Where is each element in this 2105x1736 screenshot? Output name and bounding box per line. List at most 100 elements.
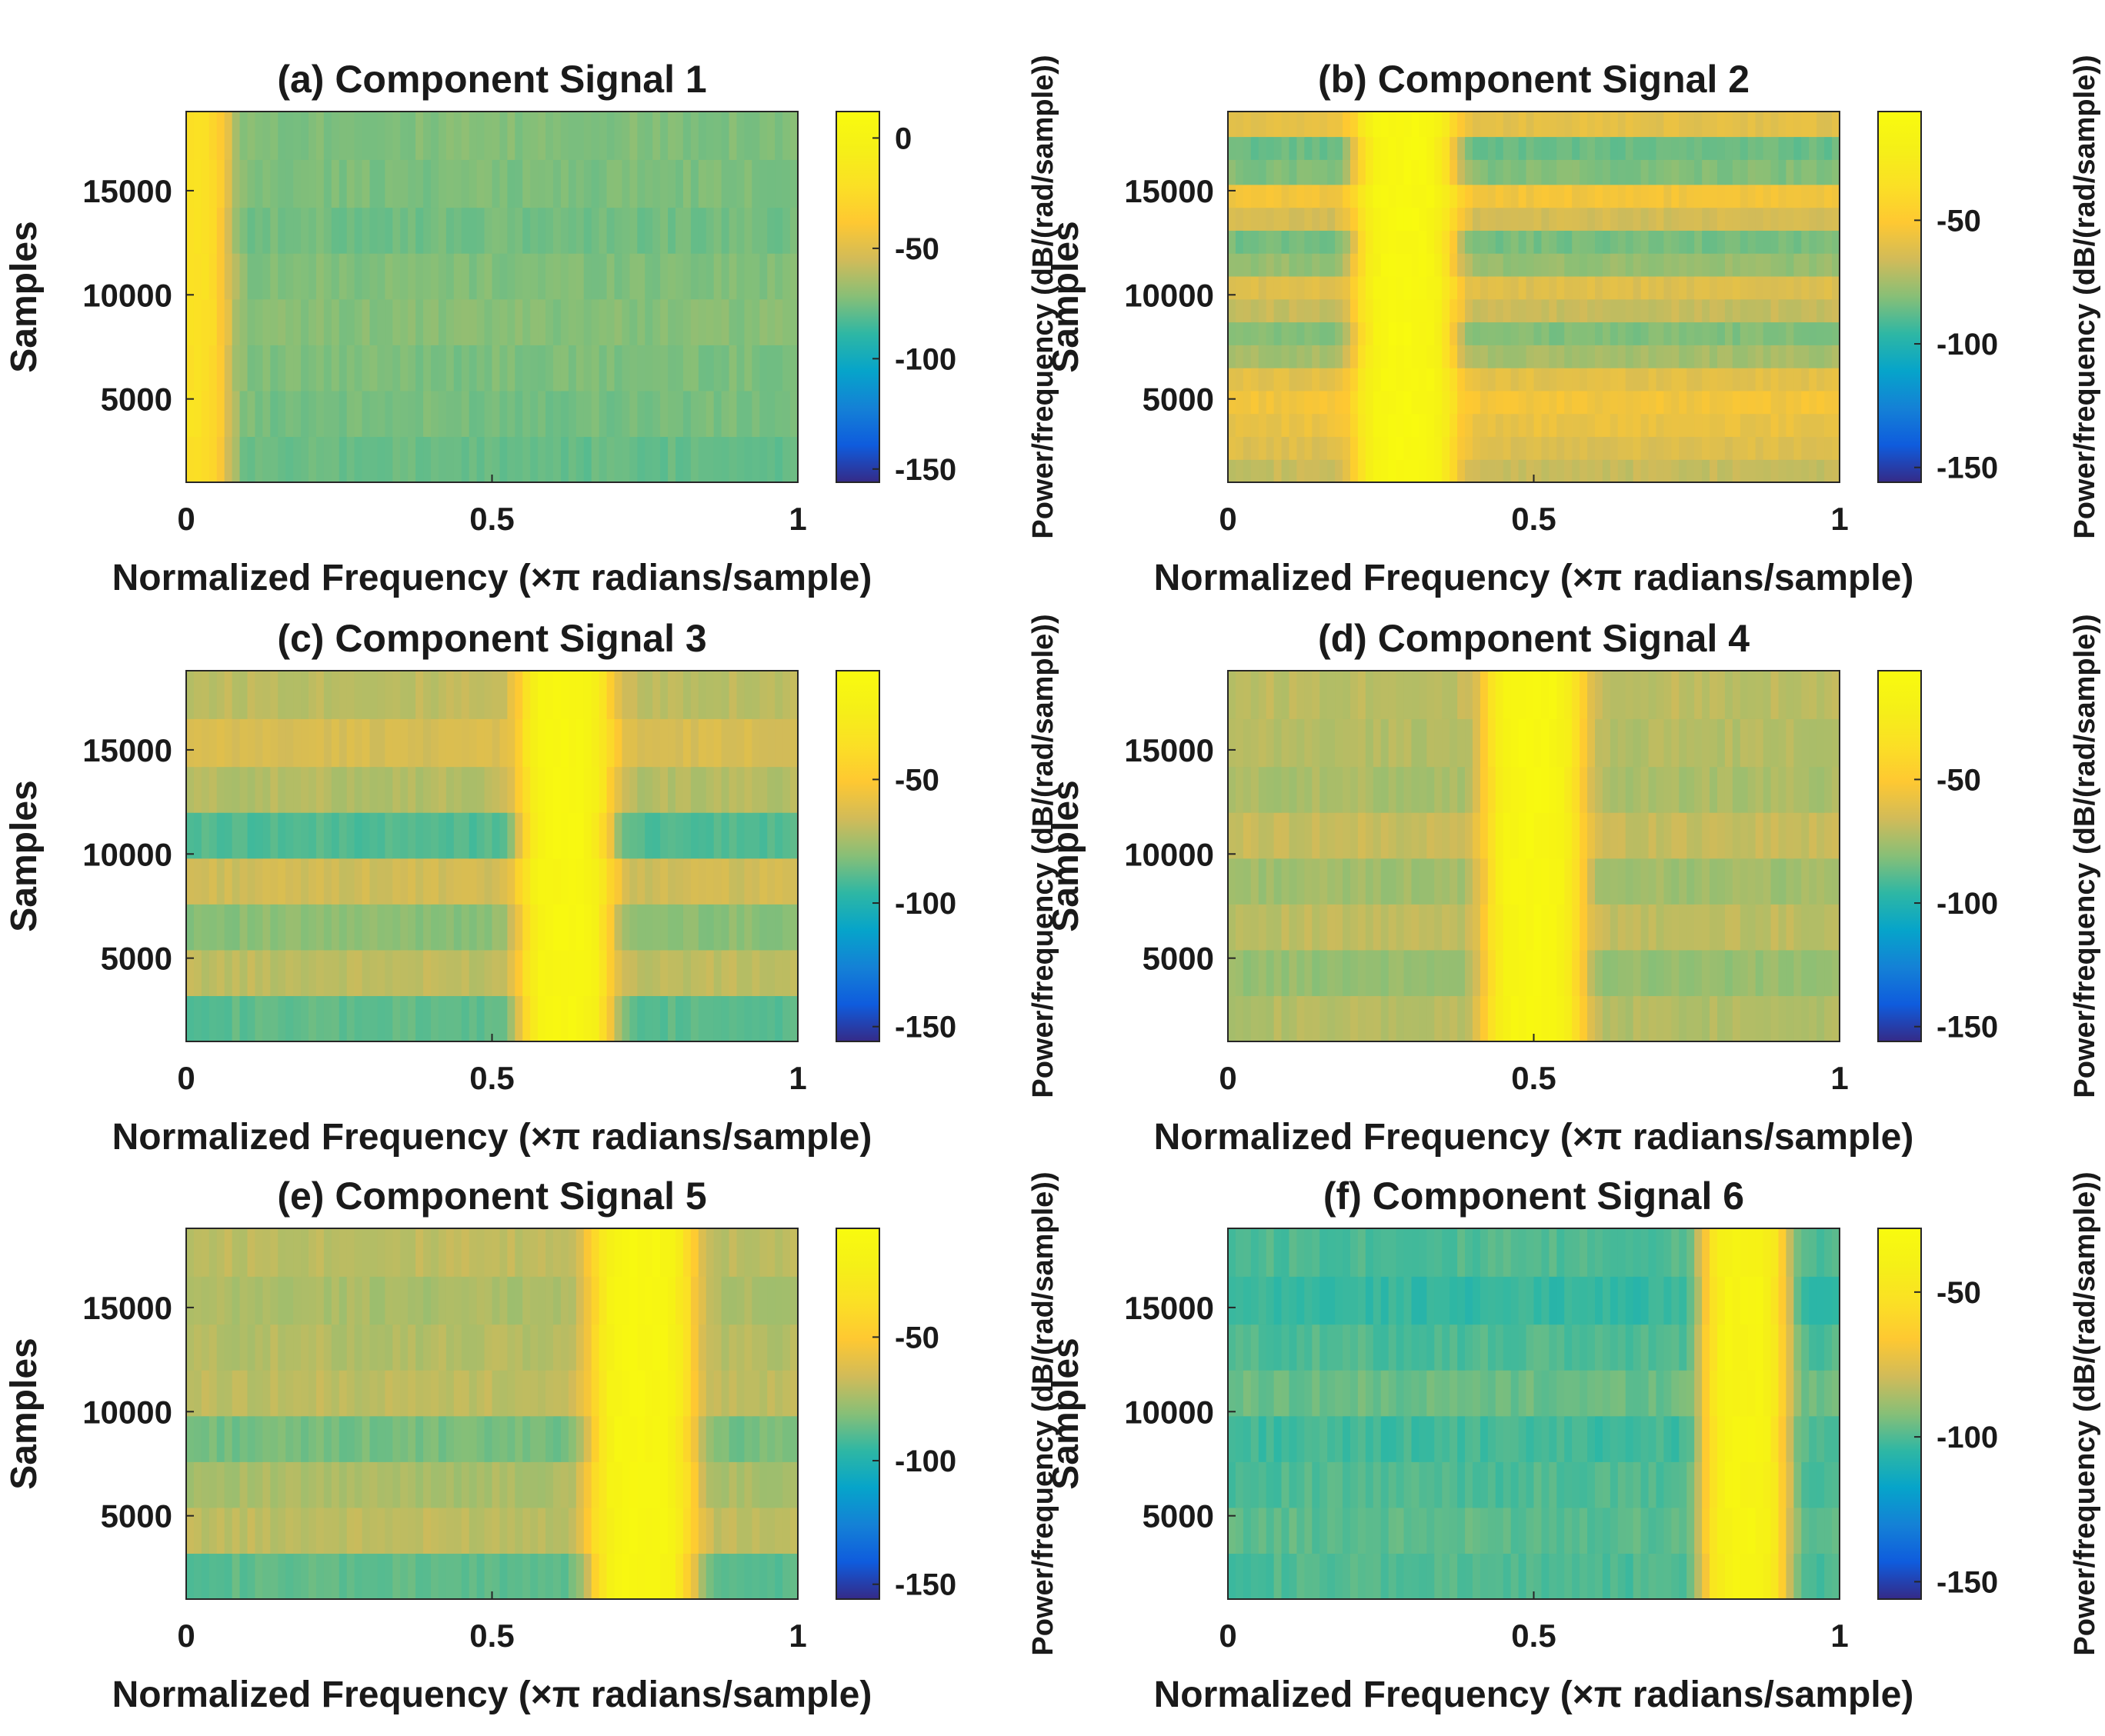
heatmap-cell [1426, 949, 1435, 997]
heatmap-cell [1786, 275, 1794, 300]
heatmap-cell [1679, 1228, 1687, 1277]
heatmap-cell [1663, 858, 1672, 905]
heatmap-cell [660, 718, 669, 768]
heatmap-cell [1640, 1276, 1650, 1325]
heatmap-cell [247, 812, 256, 859]
heatmap-cell [1610, 1553, 1619, 1600]
heatmap-cell [553, 1507, 562, 1554]
heatmap-cell [1350, 390, 1359, 415]
heatmap-cell [682, 1461, 692, 1508]
heatmap-cell [622, 1553, 630, 1600]
heatmap-cell [599, 1276, 608, 1325]
heatmap-cell [1541, 436, 1550, 460]
heatmap-cell [1656, 413, 1665, 438]
heatmap-cell [530, 766, 539, 813]
heatmap-cell [775, 671, 783, 719]
heatmap-cell [568, 718, 577, 768]
heatmap-cell [1350, 718, 1359, 768]
heatmap-cell [423, 1553, 432, 1600]
heatmap-cell [591, 1370, 600, 1417]
heatmap-cell [1816, 184, 1825, 208]
heatmap-cell [1411, 718, 1420, 768]
heatmap-cell [614, 671, 623, 719]
heatmap-cell [354, 1276, 363, 1325]
heatmap-cell [775, 390, 783, 438]
heatmap-cell [713, 858, 722, 905]
heatmap-cell [239, 436, 249, 483]
heatmap-cell [1503, 1507, 1512, 1554]
heatmap-cell [445, 159, 455, 208]
heatmap-cell [530, 812, 539, 859]
heatmap-cell [698, 858, 707, 905]
heatmap-cell [752, 436, 760, 483]
heatmap-cell [315, 345, 325, 392]
heatmap-cell [1617, 230, 1626, 254]
heatmap-cell [1419, 322, 1427, 345]
heatmap-cell [484, 390, 493, 438]
heatmap-cell [1343, 112, 1351, 138]
heatmap-cell [1656, 1324, 1665, 1371]
heatmap-cell [1732, 230, 1741, 254]
heatmap-cell [1273, 1553, 1283, 1600]
heatmap-cell [1426, 390, 1435, 415]
heatmap-cell [492, 253, 501, 300]
heatmap-cell [469, 671, 478, 719]
heatmap-cell [767, 1370, 776, 1417]
heatmap-cell [270, 298, 279, 345]
heatmap-cell [339, 390, 348, 438]
heatmap-cell [1533, 858, 1543, 905]
heatmap-cell [1457, 766, 1466, 813]
heatmap-cell [1434, 1507, 1443, 1554]
heatmap-cell [775, 1228, 783, 1277]
heatmap-cell [622, 1461, 630, 1508]
heatmap-cell [1250, 390, 1259, 415]
heatmap-cell [1235, 390, 1244, 415]
heatmap-cell [499, 766, 508, 813]
heatmap-cell [1617, 390, 1626, 415]
heatmap-cell [1755, 184, 1764, 208]
heatmap-cell [1434, 459, 1443, 483]
heatmap-cell [1747, 904, 1756, 951]
heatmap-cell [1388, 253, 1397, 277]
heatmap-cell [1595, 184, 1603, 208]
heatmap-cell [721, 1228, 730, 1277]
panel-title: (f) Component Signal 6 [1323, 1175, 1744, 1218]
heatmap-cell [767, 159, 776, 208]
heatmap-cell [1442, 858, 1450, 905]
heatmap-cell [676, 1324, 684, 1371]
heatmap-cell [1411, 345, 1420, 368]
heatmap-cell [1281, 1553, 1290, 1600]
heatmap-cell [1533, 1228, 1543, 1277]
heatmap-cell [1419, 436, 1427, 460]
heatmap-cell [1679, 1507, 1687, 1554]
heatmap-cell [1335, 1370, 1343, 1417]
heatmap-cell [377, 904, 385, 951]
heatmap-cell [1480, 812, 1489, 859]
heatmap-cell [652, 671, 661, 719]
heatmap-cell [614, 995, 623, 1042]
heatmap-cell [568, 253, 577, 300]
heatmap-cell [392, 1228, 401, 1277]
heatmap-cell [1434, 298, 1443, 323]
heatmap-cell [1273, 275, 1283, 300]
heatmap-cell [1426, 275, 1435, 300]
heatmap-cell [1786, 1276, 1794, 1325]
heatmap-cell [744, 812, 752, 859]
heatmap-cell [759, 858, 768, 905]
heatmap-cell [492, 995, 501, 1042]
heatmap-cell [744, 207, 752, 254]
heatmap-cell [1763, 436, 1772, 460]
heatmap-cell [309, 112, 317, 160]
heatmap-cell [682, 390, 692, 438]
heatmap-cell [645, 904, 653, 951]
heatmap-cell [1442, 1370, 1450, 1417]
heatmap-cell [1480, 1507, 1489, 1554]
heatmap-cell [560, 1507, 569, 1554]
heatmap-cell [255, 718, 263, 768]
heatmap-cell [476, 1324, 485, 1371]
heatmap-cell [1319, 1370, 1328, 1417]
heatmap-cell [1671, 858, 1680, 905]
heatmap-cell [293, 858, 302, 905]
heatmap-cell [1518, 112, 1527, 138]
heatmap-cell [1556, 413, 1565, 438]
